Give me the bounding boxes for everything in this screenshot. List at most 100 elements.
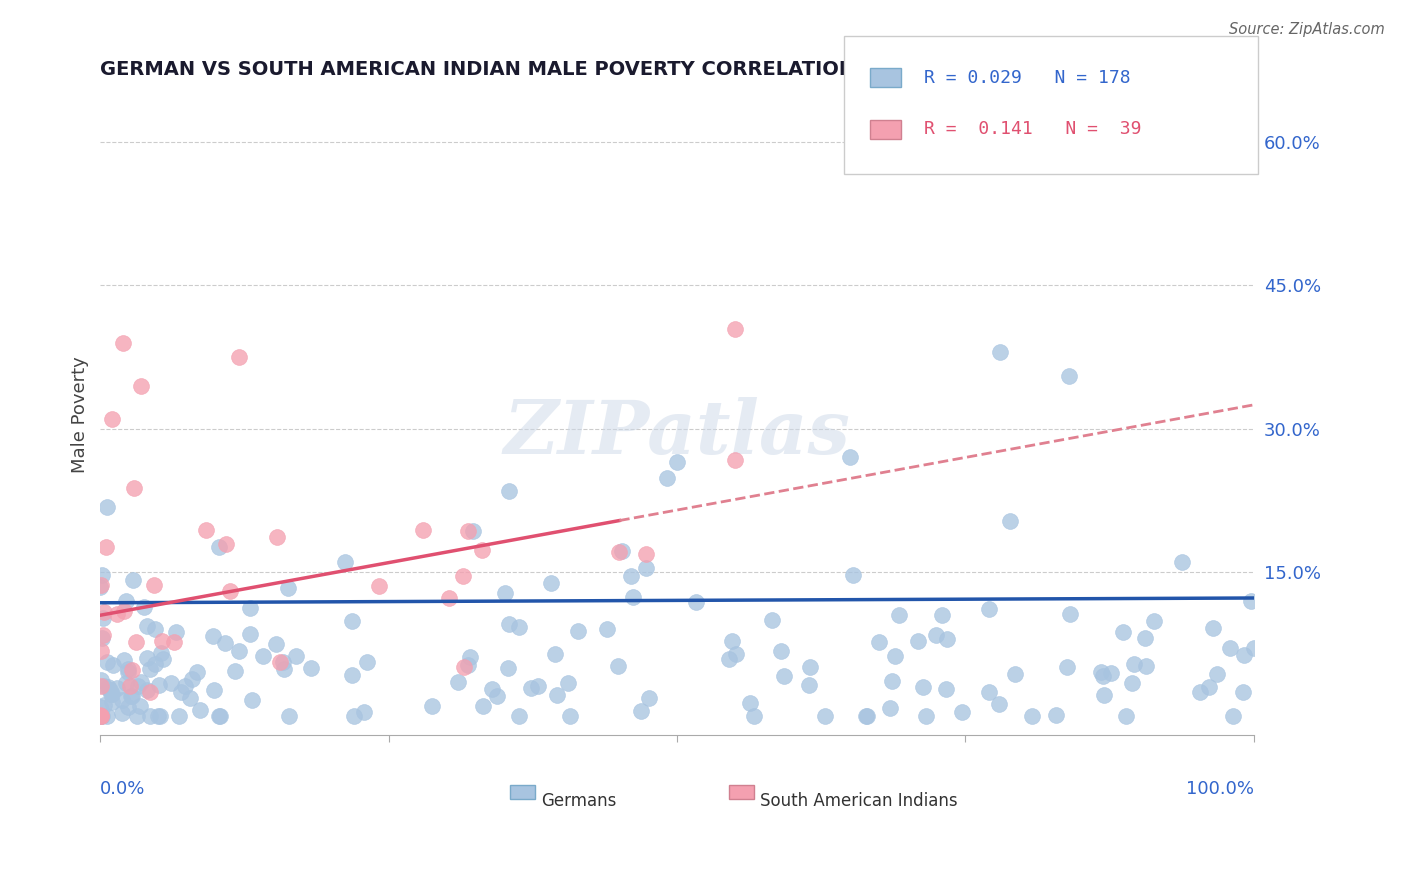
Text: ZIPatlas: ZIPatlas bbox=[503, 397, 851, 470]
Point bbox=[1133, 631, 1156, 645]
Point bbox=[335, 555, 357, 569]
Point bbox=[797, 677, 820, 691]
Point bbox=[915, 708, 938, 723]
Point bbox=[1099, 666, 1122, 681]
Point bbox=[125, 634, 148, 648]
Point bbox=[181, 673, 204, 687]
Point bbox=[1021, 708, 1043, 723]
Point bbox=[368, 579, 391, 593]
Text: Source: ZipAtlas.com: Source: ZipAtlas.com bbox=[1229, 22, 1385, 37]
Point bbox=[96, 540, 118, 554]
Point bbox=[1143, 614, 1166, 628]
Point bbox=[520, 681, 543, 695]
Point bbox=[740, 696, 762, 710]
Point bbox=[527, 679, 550, 693]
Point bbox=[420, 699, 443, 714]
Point bbox=[457, 524, 479, 539]
Point bbox=[127, 708, 149, 723]
Point bbox=[120, 690, 142, 704]
Point bbox=[214, 636, 236, 650]
Point bbox=[159, 676, 181, 690]
Point bbox=[122, 481, 145, 495]
Point bbox=[540, 575, 562, 590]
Point bbox=[770, 644, 793, 658]
Point bbox=[1045, 708, 1067, 723]
Point bbox=[988, 345, 1011, 359]
Point bbox=[129, 378, 152, 392]
Point bbox=[167, 708, 190, 723]
Point bbox=[96, 656, 118, 670]
Point bbox=[724, 322, 747, 336]
Point bbox=[1219, 640, 1241, 655]
Point bbox=[842, 568, 865, 582]
Point bbox=[977, 601, 1000, 615]
Point bbox=[111, 706, 134, 721]
Point bbox=[1243, 640, 1265, 655]
Point bbox=[340, 668, 363, 682]
Point bbox=[353, 705, 375, 719]
Point bbox=[90, 679, 112, 693]
Point bbox=[1222, 708, 1244, 723]
Point bbox=[1202, 621, 1225, 635]
Point bbox=[143, 657, 166, 672]
Point bbox=[498, 483, 520, 498]
Point bbox=[90, 708, 112, 723]
Point bbox=[152, 652, 174, 666]
Point bbox=[612, 544, 634, 558]
Point bbox=[105, 607, 128, 621]
Point bbox=[239, 601, 262, 615]
Point bbox=[447, 675, 470, 690]
Point bbox=[657, 470, 679, 484]
Point bbox=[96, 500, 118, 515]
Point bbox=[630, 704, 652, 718]
Point bbox=[889, 607, 911, 622]
Point bbox=[977, 685, 1000, 699]
Point bbox=[1188, 684, 1211, 698]
Point bbox=[773, 669, 796, 683]
Point bbox=[742, 708, 765, 723]
Point bbox=[208, 540, 231, 554]
Point bbox=[90, 708, 112, 723]
Point bbox=[799, 660, 821, 674]
Point bbox=[463, 524, 485, 538]
Point bbox=[451, 568, 474, 582]
Point bbox=[1091, 669, 1114, 683]
Point bbox=[117, 699, 139, 714]
Point bbox=[91, 708, 114, 723]
Point bbox=[143, 622, 166, 636]
Point bbox=[101, 412, 124, 426]
Point bbox=[91, 631, 114, 645]
FancyBboxPatch shape bbox=[728, 785, 755, 799]
Point bbox=[1205, 666, 1227, 681]
Point bbox=[117, 665, 139, 679]
Point bbox=[134, 600, 156, 615]
Point bbox=[93, 611, 115, 625]
Point bbox=[950, 706, 973, 720]
Point bbox=[481, 681, 503, 696]
Point bbox=[1090, 665, 1112, 679]
Point bbox=[496, 661, 519, 675]
Point bbox=[1171, 555, 1194, 569]
Point bbox=[936, 632, 959, 647]
Point bbox=[343, 708, 366, 723]
Point bbox=[498, 617, 520, 632]
Point bbox=[208, 708, 231, 723]
Point bbox=[1056, 660, 1078, 674]
Point bbox=[150, 646, 173, 660]
Point bbox=[120, 680, 142, 694]
Point bbox=[814, 708, 837, 723]
Point bbox=[607, 659, 630, 673]
Point bbox=[638, 691, 661, 706]
Point bbox=[636, 561, 658, 575]
Point bbox=[93, 679, 115, 693]
Point bbox=[98, 683, 121, 698]
Point bbox=[666, 455, 689, 469]
Point bbox=[112, 604, 135, 618]
Point bbox=[271, 656, 294, 670]
Point bbox=[508, 620, 530, 634]
Point bbox=[93, 698, 115, 712]
Text: R = 0.029   N = 178: R = 0.029 N = 178 bbox=[924, 69, 1130, 87]
Point bbox=[558, 708, 581, 723]
Point bbox=[471, 543, 494, 558]
Point bbox=[1092, 688, 1115, 702]
